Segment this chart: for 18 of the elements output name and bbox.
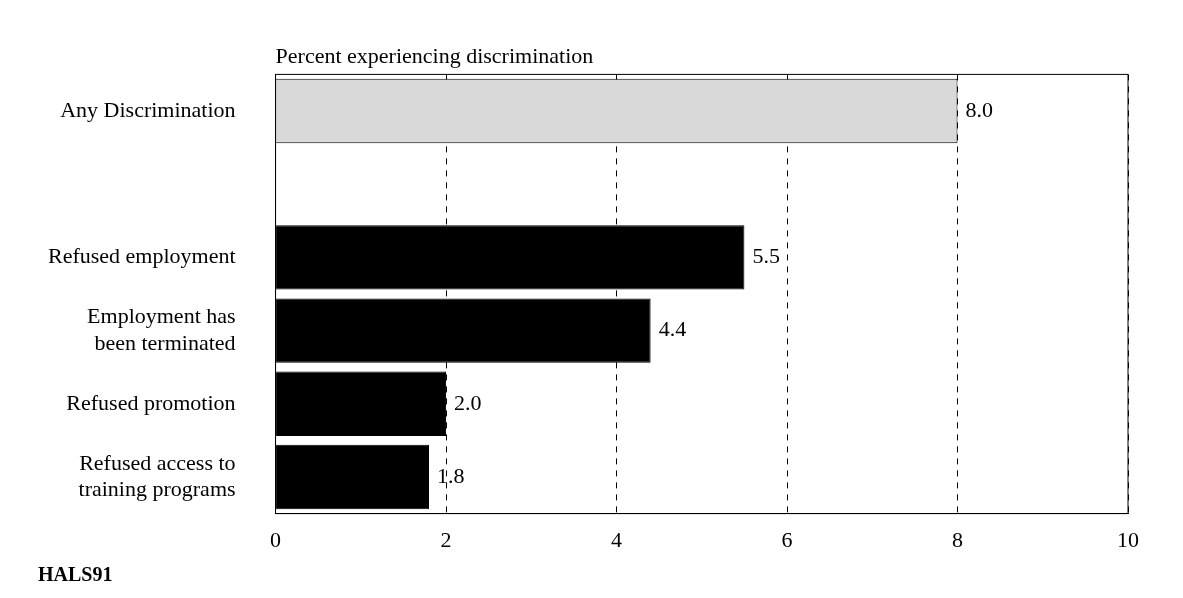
x-tick-label: 4 [611, 526, 623, 552]
x-tick-label: 2 [440, 526, 452, 552]
text: HALS91 [38, 563, 113, 586]
y-tick-label: Employment has been terminated [87, 303, 236, 355]
x-tick-label: 10 [1117, 526, 1139, 552]
data-label: 4.4 [658, 316, 687, 342]
data-label: 8.0 [965, 96, 994, 122]
chart-title: Percent experiencing discrimination [275, 43, 594, 69]
x-tick-label: 8 [952, 526, 964, 552]
data-label: 2.0 [454, 389, 482, 415]
x-tick-label: 0 [270, 526, 282, 552]
y-tick-label: Refused access to training programs [78, 449, 236, 501]
y-tick-label: Refused employment [47, 243, 236, 269]
data-label: 1.8 [437, 462, 465, 488]
y-tick-label: Refused promotion [66, 389, 236, 415]
y-tick-label: Any Discrimination [60, 96, 236, 122]
x-tick-label: 6 [781, 526, 793, 552]
data-label: 5.5 [752, 243, 780, 269]
